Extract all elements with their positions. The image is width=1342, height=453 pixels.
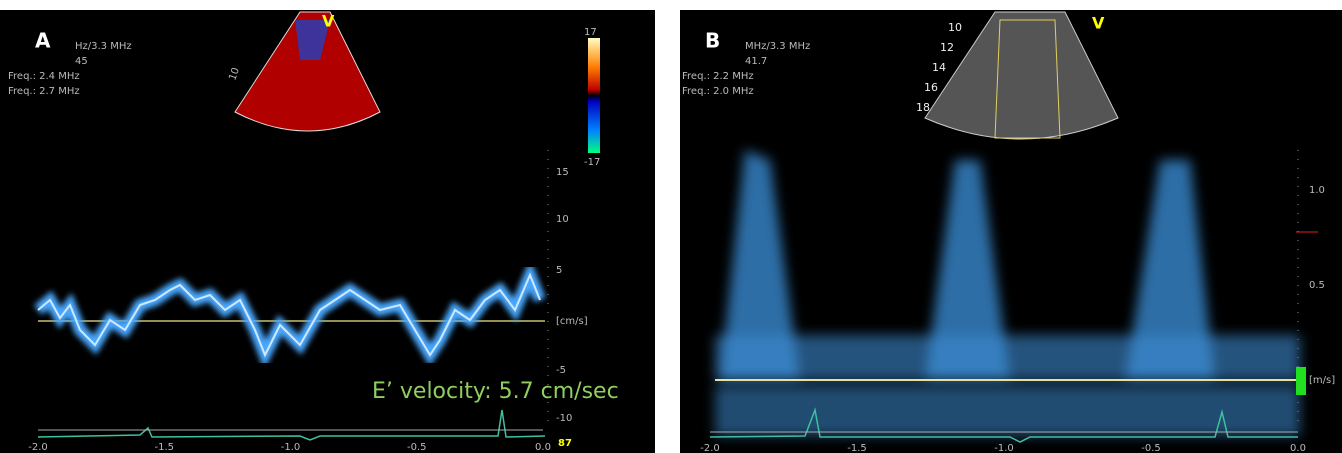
time-tick-label: -1.5: [154, 442, 174, 453]
time-tick-label: -1.5: [847, 443, 867, 453]
info-text: 45: [75, 56, 88, 67]
annotation: E’ velocity: 5.7 cm/sec: [372, 379, 619, 404]
info-text: Freq.: 2.7 MHz: [8, 86, 80, 97]
velocity-tick-label: 5: [556, 265, 562, 276]
panel-label: B: [705, 29, 720, 53]
time-tick-label: -0.5: [407, 442, 427, 453]
time-tick-label: -0.5: [1141, 443, 1161, 453]
velocity-tick-label: 0.5: [1309, 280, 1325, 291]
sector-color: [295, 20, 330, 60]
depth-label: 10: [227, 66, 242, 82]
velocity-tick-label: [m/s]: [1309, 375, 1335, 386]
info-text: Freq.: 2.2 MHz: [682, 71, 754, 82]
sector-image: [234, 11, 381, 132]
panel-label: A: [35, 29, 51, 53]
heart-rate: 87: [558, 438, 572, 449]
time-tick-label: -1.0: [281, 442, 301, 453]
time-tick-label: 0.0: [1290, 443, 1306, 453]
depth-label: 12: [940, 41, 954, 54]
depth-label: 16: [924, 81, 938, 94]
info-text: Freq.: 2.4 MHz: [8, 71, 80, 82]
time-tick-label: 0.0: [535, 442, 551, 453]
depth-label: 18: [916, 101, 930, 114]
baseline-marker: [1296, 367, 1306, 395]
time-tick-label: -2.0: [28, 442, 48, 453]
sector-marker: V: [322, 12, 335, 31]
color-bar-top: 17: [584, 27, 597, 38]
info-text: Freq.: 2.0 MHz: [682, 86, 754, 97]
sector-marker: V: [1092, 14, 1105, 33]
doppler-trace-core: [37, 272, 541, 358]
ecg: [709, 407, 1298, 443]
spectral-doppler: [715, 150, 1300, 436]
color-bar-bottom: -17: [584, 157, 600, 168]
depth-label: 10: [948, 21, 962, 34]
info-text: 41.7: [745, 56, 767, 67]
time-tick-label: -1.0: [994, 443, 1014, 453]
info-text: Hz/3.3 MHz: [75, 41, 132, 52]
velocity-tick-label: 15: [556, 167, 569, 178]
sector-box: [994, 19, 1061, 139]
panel-b: B V: [680, 10, 1342, 453]
velocity-tick-label: [cm/s]: [556, 316, 588, 327]
velocity-tick-label: 1.0: [1309, 185, 1325, 196]
panel-a: A V 10 17 -17 87 E’ velocity: 5.7 cm/sec: [0, 10, 655, 453]
color-bar: [588, 38, 600, 153]
depth-label: 14: [932, 61, 946, 74]
velocity-tick-label: -10: [556, 413, 572, 424]
velocity-tick-label: 10: [556, 214, 569, 225]
time-tick-label: -2.0: [700, 443, 720, 453]
info-text: MHz/3.3 MHz: [745, 41, 810, 52]
velocity-tick-label: -5: [556, 365, 566, 376]
